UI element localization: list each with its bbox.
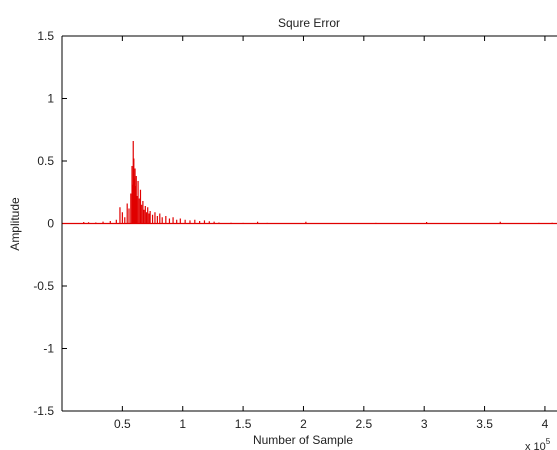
y-tick-label: -0.5 xyxy=(33,279,54,293)
x-axis-multiplier-exponent: 5 xyxy=(546,437,551,446)
y-axis-label: Amplitude xyxy=(8,197,22,251)
y-tick-label: -1.5 xyxy=(33,404,54,418)
x-tick-label: 3.5 xyxy=(476,417,493,431)
axes-frame xyxy=(61,35,557,412)
y-tick-label: 0 xyxy=(47,217,54,231)
x-tick-label: 2 xyxy=(300,417,307,431)
chart-title: Squre Error xyxy=(278,16,340,30)
y-tick-label: -1 xyxy=(43,342,54,356)
y-tick-label: 0.5 xyxy=(37,154,54,168)
y-tick-label: 1 xyxy=(47,92,54,106)
x-axis-multiplier: x 105 xyxy=(525,437,551,450)
x-tick-label: 4 xyxy=(542,417,549,431)
y-tick-label: 1.5 xyxy=(37,29,54,43)
axis-ticks: 0.5 1 1.5 2 2.5 3 3.5 4 1.5 1 0.5 0 -0.5 -1 -1.5 xyxy=(33,29,548,431)
x-tick-label: 0.5 xyxy=(114,417,131,431)
data-series xyxy=(62,141,557,225)
x-axis-label: Number of Sample xyxy=(253,433,353,447)
x-tick-label: 2.5 xyxy=(355,417,372,431)
x-tick-label: 3 xyxy=(421,417,428,431)
x-tick-label: 1.5 xyxy=(235,417,252,431)
x-tick-label: 1 xyxy=(179,417,186,431)
x-axis-multiplier-base: x 10 xyxy=(525,441,546,450)
